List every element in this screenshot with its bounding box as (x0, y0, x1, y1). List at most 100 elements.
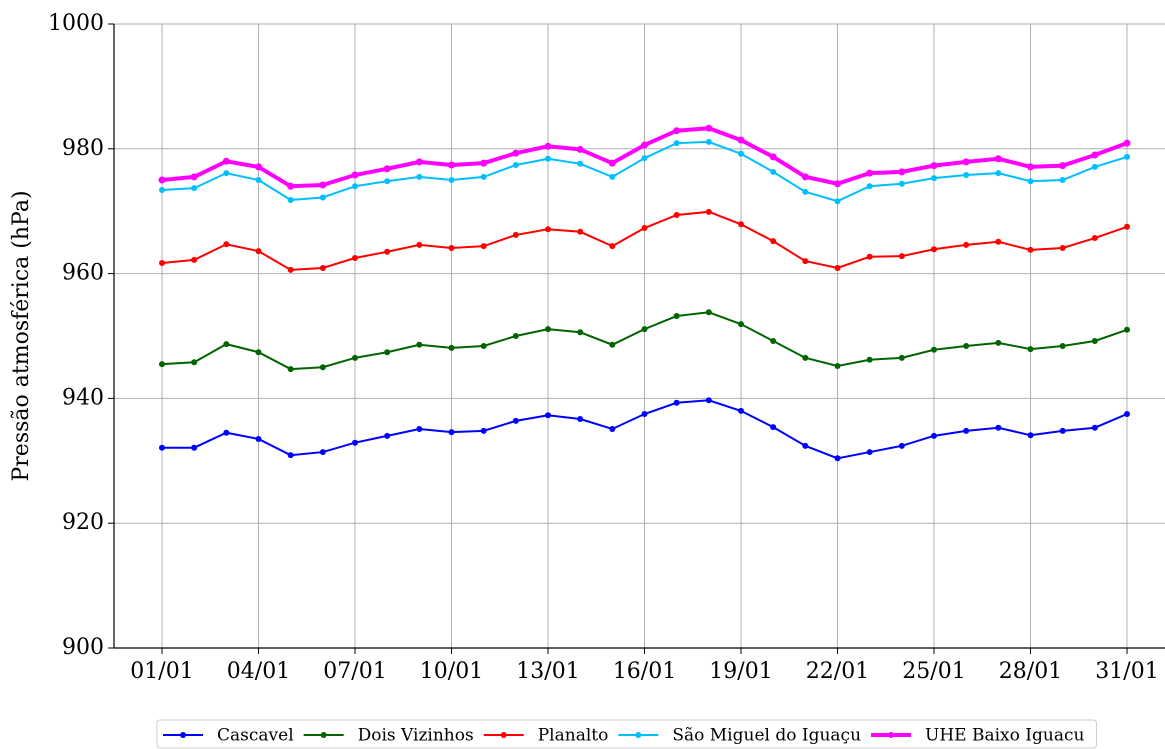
point (416, 425, 423, 432)
point (576, 145, 584, 153)
point (255, 435, 262, 442)
x-tick-label: 16/01 (613, 659, 676, 684)
point (448, 429, 455, 436)
point (866, 169, 874, 177)
point (287, 452, 294, 459)
point (319, 264, 326, 271)
point (931, 346, 937, 353)
point (384, 349, 391, 356)
point (255, 163, 262, 171)
x-tick-label: 01/01 (130, 659, 193, 684)
point (448, 245, 455, 252)
point (159, 361, 165, 368)
point (1091, 151, 1099, 159)
point (963, 241, 970, 248)
y-tick-label: 980 (62, 136, 104, 161)
point (223, 429, 230, 436)
point (673, 127, 681, 135)
y-axis-label: Pressão atmosférica (hPa) (9, 190, 34, 481)
legend-label: Dois Vizinhos (358, 726, 474, 746)
point (287, 366, 294, 373)
point (545, 412, 551, 419)
point (898, 180, 905, 187)
point (319, 181, 327, 189)
point (416, 341, 423, 348)
point (352, 439, 358, 446)
x-tick-label: 04/01 (227, 659, 290, 684)
point (898, 354, 905, 361)
point (191, 256, 198, 263)
point (190, 173, 198, 181)
point (319, 194, 326, 201)
point (673, 399, 680, 406)
point (1123, 139, 1131, 147)
point (705, 208, 712, 215)
point (641, 155, 648, 162)
point (641, 411, 648, 417)
point (544, 142, 552, 150)
point (319, 449, 326, 456)
point (512, 149, 520, 157)
y-tick-label: 960 (62, 261, 104, 286)
point (1059, 245, 1066, 252)
legend-marker (888, 732, 895, 738)
point (738, 150, 744, 157)
point (738, 321, 744, 328)
legend-label: São Miguel do Iguaçu (672, 726, 861, 746)
point (1091, 424, 1098, 431)
point (994, 155, 1002, 163)
point (1091, 337, 1098, 344)
point (609, 173, 616, 180)
point (480, 173, 487, 180)
point (384, 178, 391, 185)
point (963, 172, 970, 179)
point (159, 444, 165, 451)
point (1091, 163, 1098, 170)
x-tick-label: 10/01 (420, 659, 483, 684)
point (834, 264, 841, 271)
point (223, 170, 230, 177)
legend-items: Cascavel Dois Vizinhos Planalto São Miguel … (163, 726, 1084, 746)
point (802, 442, 809, 449)
point (480, 159, 488, 167)
grid: 900 920 940 960 980 1000 01/01 04/01 07/01 10/01 1… (48, 11, 1165, 684)
point (995, 238, 1002, 245)
point (352, 183, 358, 190)
point (834, 180, 841, 188)
legend-label: Cascavel (217, 726, 294, 746)
point (1124, 326, 1130, 333)
point (159, 259, 165, 266)
point (995, 424, 1002, 431)
point (1059, 427, 1066, 434)
point (222, 157, 230, 165)
point (448, 161, 455, 169)
point (384, 248, 391, 255)
legend-marker (180, 732, 186, 738)
point (834, 362, 841, 369)
point (384, 432, 391, 439)
point (1059, 177, 1066, 183)
point (1027, 246, 1034, 253)
point (480, 342, 487, 349)
point (319, 364, 326, 371)
x-tick-label: 28/01 (999, 659, 1062, 684)
point (769, 153, 777, 161)
point (770, 424, 777, 431)
point (898, 168, 906, 176)
point (705, 397, 712, 404)
point (866, 449, 873, 456)
point (351, 171, 359, 179)
legend-marker (500, 732, 507, 738)
point (705, 124, 713, 132)
point (577, 415, 584, 422)
legend-label: UHE Baixo Iguacu (925, 726, 1084, 746)
x-tick-label: 13/01 (516, 659, 579, 684)
point (802, 188, 809, 195)
point (963, 427, 970, 434)
point (448, 344, 455, 351)
point (931, 432, 937, 439)
point (1027, 178, 1034, 185)
point (577, 329, 584, 336)
point (995, 170, 1002, 177)
